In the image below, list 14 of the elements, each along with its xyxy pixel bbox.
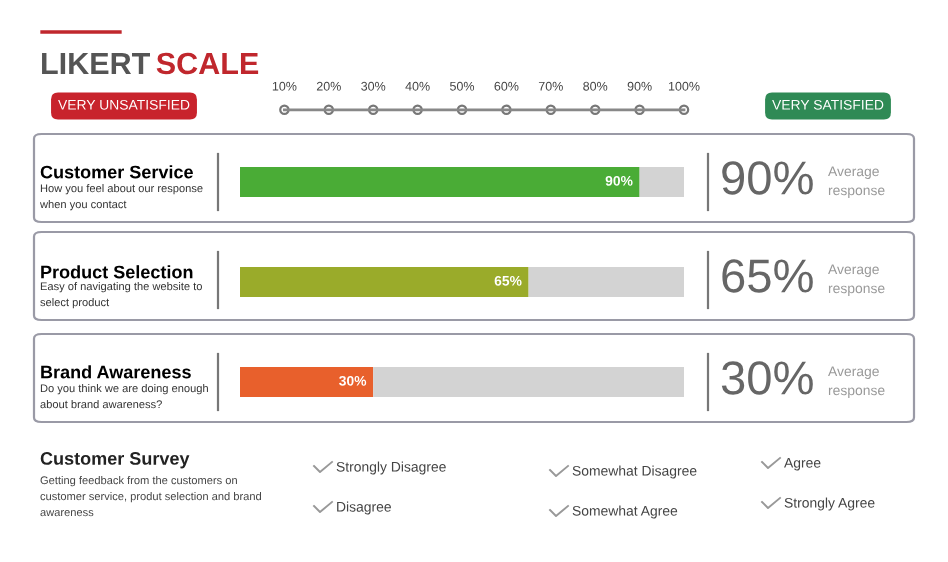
bar	[528, 267, 684, 297]
bar	[240, 267, 529, 297]
y-tick-label: Product Selection	[41, 265, 193, 279]
text: 90%	[722, 161, 813, 195]
text: 30%	[721, 361, 813, 395]
text: 65%	[722, 259, 813, 293]
y-tick-label: Brand Awareness	[41, 365, 191, 379]
bar	[373, 367, 684, 397]
bar	[240, 167, 640, 197]
bar	[639, 167, 684, 197]
y-tick-label: Customer Service	[40, 165, 193, 179]
text: Customer Survey	[40, 452, 190, 469]
bar	[240, 367, 374, 397]
chart-title: LIKERT SCALE	[42, 52, 259, 75]
